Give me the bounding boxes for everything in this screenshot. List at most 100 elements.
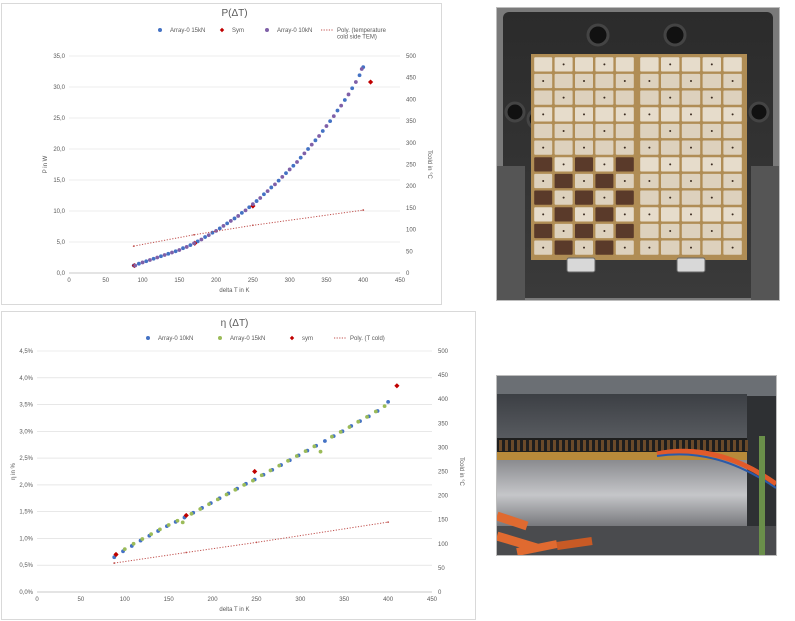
data-point	[359, 67, 364, 71]
fin	[499, 440, 502, 451]
data-point	[133, 263, 138, 268]
legend-swatch	[146, 336, 150, 340]
fin	[559, 440, 562, 451]
y-tick-label: 1,0%	[19, 536, 33, 542]
data-point	[353, 80, 358, 84]
fin	[667, 440, 670, 451]
y-tick-label: 3,5%	[19, 403, 33, 409]
data-point	[269, 185, 274, 190]
module-tile	[640, 157, 659, 172]
module-tile	[702, 240, 721, 255]
data-point	[291, 163, 296, 168]
y2-tick-label: 500	[406, 54, 417, 60]
fin	[685, 440, 688, 451]
fin	[673, 440, 676, 451]
module-tile	[595, 107, 614, 122]
data-point	[155, 255, 160, 260]
legend-item: Poly. (T cold)	[334, 336, 385, 342]
data-point	[320, 129, 325, 133]
fin	[625, 440, 628, 451]
module-tile-hole	[542, 213, 545, 216]
data-point	[324, 124, 329, 128]
data-point	[136, 261, 141, 266]
fin	[661, 440, 664, 451]
module-tile	[615, 190, 634, 205]
data-point	[243, 208, 248, 213]
data-point	[328, 119, 333, 123]
module-tile	[554, 107, 573, 122]
fin	[511, 440, 514, 451]
data-point	[221, 223, 226, 228]
module-tile-hole	[690, 180, 692, 182]
data-point	[162, 253, 167, 257]
data-point	[217, 226, 222, 231]
module-tile-hole	[669, 96, 672, 99]
data-point	[346, 92, 351, 97]
data-point	[170, 250, 174, 255]
data-point	[252, 468, 258, 475]
legend-swatch	[219, 27, 225, 33]
module-tile	[702, 173, 721, 189]
x-tick-label: 150	[164, 597, 175, 603]
module-tile	[595, 173, 614, 189]
legend-label: sym	[302, 336, 313, 342]
y2-tick-label: 500	[438, 349, 449, 355]
data-point	[268, 468, 273, 473]
data-point	[192, 241, 196, 246]
module-tile-hole	[648, 113, 651, 116]
y-tick-label: 10,0	[53, 209, 65, 215]
module-tile-hole	[623, 246, 626, 249]
fin	[649, 440, 652, 451]
fin	[595, 440, 598, 451]
module-tile	[681, 157, 701, 172]
data-point	[148, 258, 152, 262]
module-tile	[534, 190, 553, 205]
data-point	[258, 196, 263, 200]
module-tile-hole	[623, 213, 626, 216]
data-point	[140, 537, 145, 541]
data-point	[250, 202, 255, 207]
module-tile	[615, 123, 634, 139]
data-point	[225, 221, 230, 226]
y-tick-label: 0,5%	[19, 563, 33, 569]
module-tile	[534, 90, 553, 105]
fin	[697, 440, 700, 451]
module-tile-hole	[690, 113, 692, 116]
y2-tick-label: 300	[438, 445, 449, 451]
y2-axis-label: Tcold in °C	[426, 150, 432, 179]
module-tile	[681, 123, 701, 139]
data-point	[317, 134, 321, 138]
module-tile	[640, 57, 659, 72]
data-point	[350, 86, 355, 91]
data-point	[287, 167, 292, 172]
module-tile	[723, 123, 742, 139]
module-tile-hole	[710, 63, 713, 66]
module-tile-hole	[562, 96, 565, 99]
module-tile-hole	[542, 113, 545, 116]
data-point	[335, 108, 340, 113]
x-tick-label: 350	[321, 278, 332, 284]
module-tile-hole	[710, 130, 713, 132]
stack-photo-drawing	[497, 376, 776, 555]
chart-title: P(ΔT)	[221, 8, 247, 19]
module-tile	[702, 107, 721, 122]
data-point	[318, 449, 323, 454]
module-tile	[554, 240, 573, 255]
data-point	[284, 171, 288, 176]
module-tile	[575, 57, 593, 72]
y-tick-label: 20,0	[53, 147, 65, 153]
data-point	[228, 219, 233, 223]
fin	[619, 440, 622, 451]
module-tile	[723, 223, 742, 239]
data-point	[173, 249, 178, 254]
data-point	[294, 454, 299, 458]
module-tile	[595, 240, 614, 255]
module-tile-hole	[603, 196, 606, 199]
data-point	[330, 434, 334, 439]
module-tile	[661, 173, 680, 189]
legend-swatch	[158, 28, 162, 32]
module-photo-drawing	[497, 8, 779, 300]
data-point	[312, 444, 317, 449]
y2-tick-label: 400	[406, 97, 417, 103]
legend-item: Array-0 15kN	[218, 336, 265, 342]
